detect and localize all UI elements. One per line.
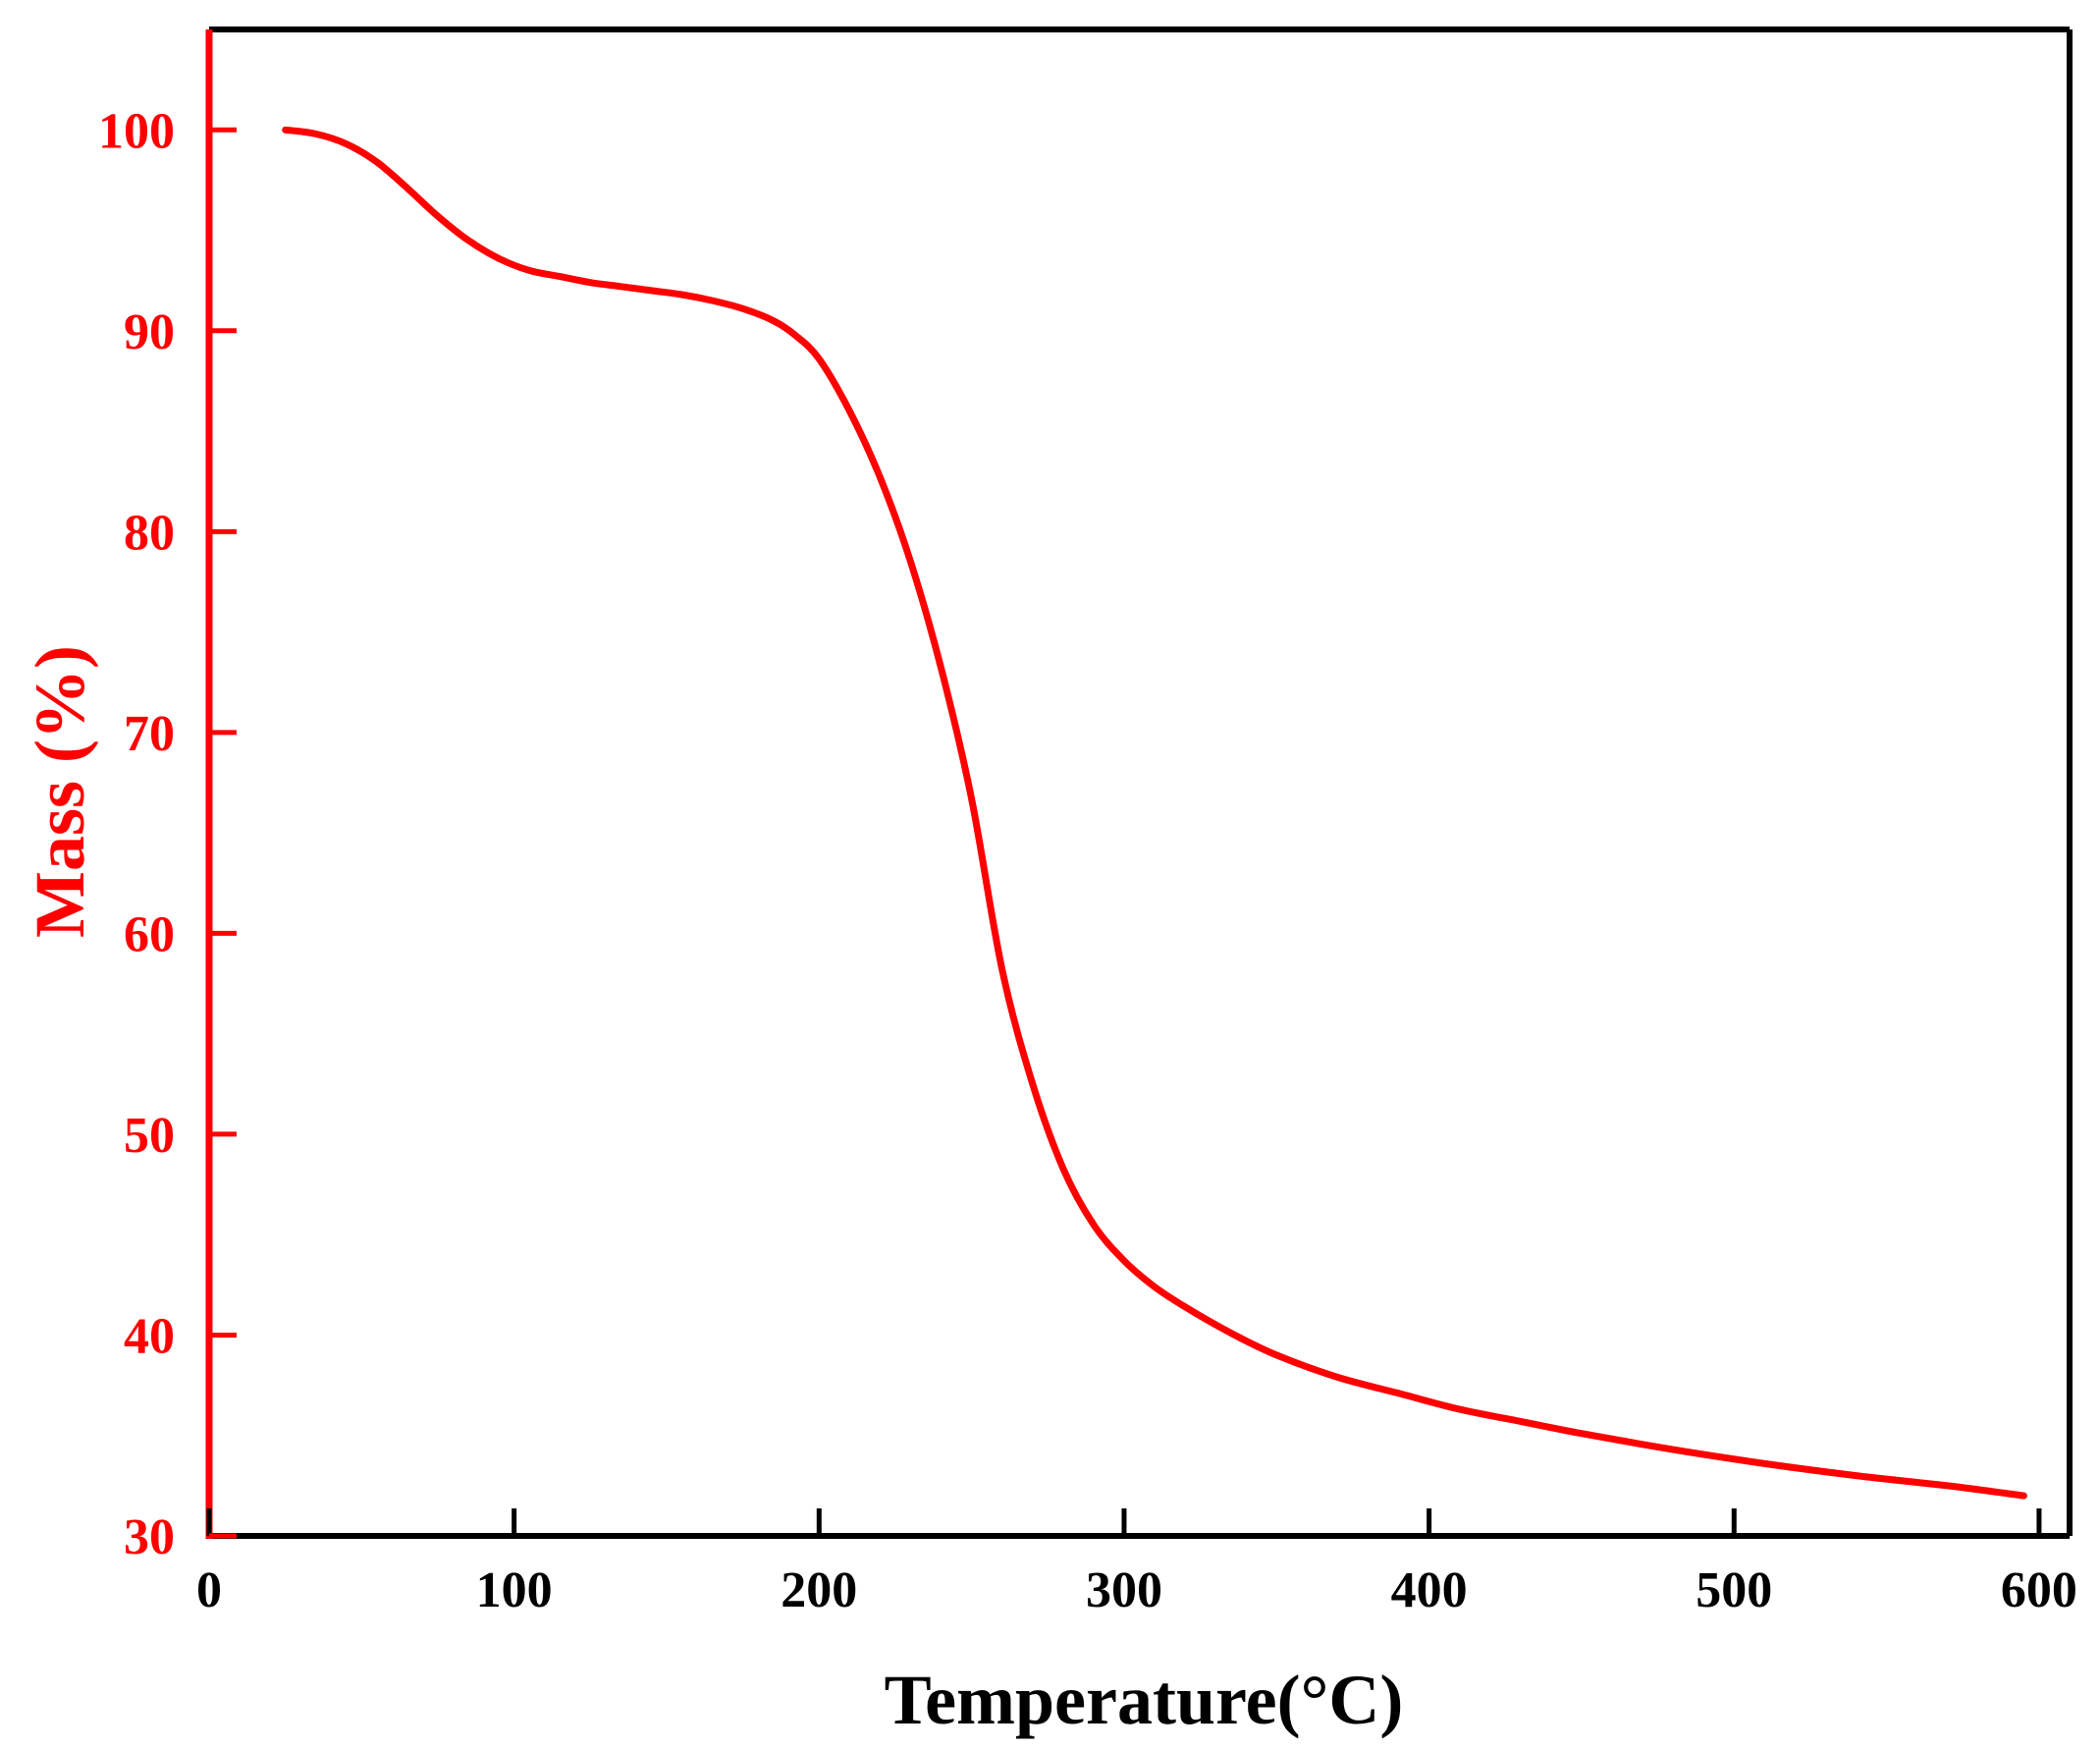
- y-tick-label-30: 30: [124, 1509, 175, 1565]
- y-axis: 30 40 50 60 70 80 90 100: [98, 103, 237, 1565]
- y-tick-label-60: 60: [124, 906, 175, 962]
- y-tick-label-100: 100: [98, 103, 175, 159]
- x-tick-label-300: 300: [1086, 1562, 1162, 1618]
- x-tick-label-400: 400: [1391, 1562, 1468, 1618]
- x-tick-label-200: 200: [781, 1562, 857, 1618]
- y-tick-label-70: 70: [124, 706, 175, 762]
- x-tick-label-500: 500: [1696, 1562, 1772, 1618]
- x-tick-label-600: 600: [2001, 1562, 2077, 1618]
- x-tick-label-0: 0: [196, 1562, 222, 1618]
- y-tick-label-40: 40: [124, 1308, 175, 1364]
- y-tick-label-90: 90: [124, 304, 175, 360]
- plot-frame: [205, 27, 2073, 1539]
- y-tick-label-80: 80: [124, 505, 175, 561]
- y-axis-title: Mass (%): [21, 645, 99, 938]
- x-axis: 0 100 200 300 400 500 600: [196, 1508, 2077, 1618]
- x-axis-title: Temperature(°C): [885, 1661, 1404, 1739]
- x-tick-label-100: 100: [476, 1562, 553, 1618]
- series-layer: [282, 126, 2027, 1500]
- y-tick-label-50: 50: [124, 1108, 175, 1164]
- series-line-0: [282, 126, 2027, 1500]
